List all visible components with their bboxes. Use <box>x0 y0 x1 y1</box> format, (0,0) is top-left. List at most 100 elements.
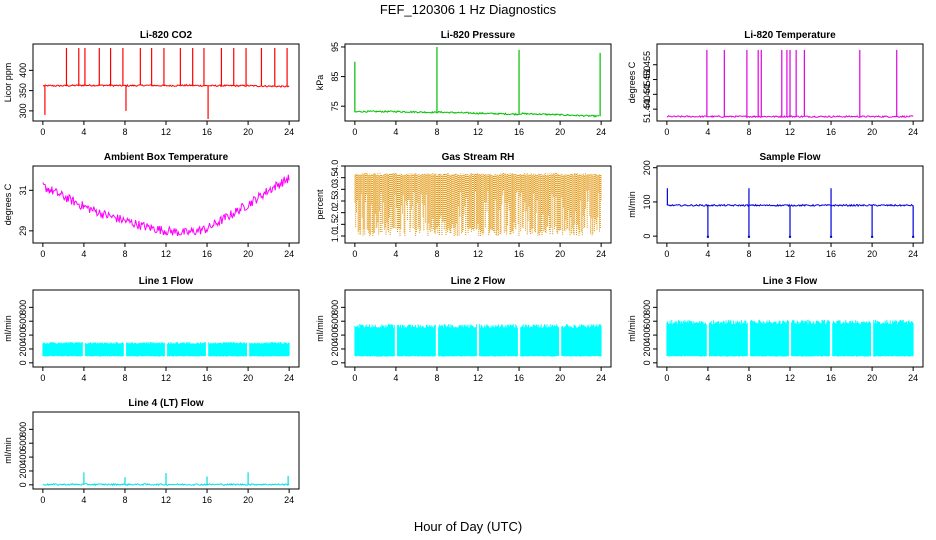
x-tick-label: 4 <box>393 373 398 383</box>
y-tick-label: 200 <box>642 341 652 356</box>
y-tick-label: 600 <box>18 314 28 329</box>
y-tick-label: 100 <box>642 194 652 209</box>
x-tick-label: 8 <box>122 373 127 383</box>
y-tick-label: 3.5 <box>330 171 340 184</box>
x-tick-label: 24 <box>908 127 918 137</box>
x-tick-label: 8 <box>122 249 127 259</box>
x-tick-label: 20 <box>243 127 253 137</box>
dip-point <box>829 235 833 239</box>
y-tick-label: 1.5 <box>330 218 340 231</box>
x-tick-label: 8 <box>434 373 439 383</box>
plot-frame <box>32 43 300 122</box>
y-tick-label: 29 <box>18 226 28 236</box>
y-tick-label: 85 <box>330 72 340 82</box>
x-tick-label: 12 <box>473 249 483 259</box>
y-tick-label: 600 <box>18 436 28 451</box>
x-tick-label: 24 <box>284 127 294 137</box>
x-tick-label: 4 <box>81 373 86 383</box>
series-line <box>354 109 600 118</box>
dip-point <box>747 235 751 239</box>
y-tick-label: 200 <box>18 463 28 478</box>
panel-title: Line 1 Flow <box>139 276 194 287</box>
x-tick-label: 8 <box>122 495 127 505</box>
x-tick-label: 4 <box>705 127 710 137</box>
y-tick-label: 2.5 <box>330 195 340 208</box>
x-tick-label: 20 <box>243 249 253 259</box>
y-tick-label: 200 <box>18 341 28 356</box>
figure-title: FEF_120306 1 Hz Diagnostics <box>380 2 557 17</box>
y-tick-label: 3.0 <box>330 183 340 196</box>
x-tick-label: 24 <box>596 127 606 137</box>
x-tick-label: 12 <box>473 127 483 137</box>
panel-6: Sample Flow 0 4 8 12 16 20 24 0 100 200 ml/min <box>627 152 924 259</box>
y-tick-label: 0 <box>642 360 652 365</box>
x-tick-label: 8 <box>746 127 751 137</box>
panel-title: Li-820 CO2 <box>140 30 193 41</box>
x-tick-label: 20 <box>555 373 565 383</box>
y-axis-label: kPa <box>315 75 325 91</box>
series-line <box>666 114 914 119</box>
x-tick-label: 20 <box>555 127 565 137</box>
y-axis-label: ml/min <box>315 315 325 342</box>
y-tick-label: 95 <box>330 42 340 52</box>
x-tick-label: 0 <box>352 373 357 383</box>
x-tick-label: 16 <box>514 373 524 383</box>
y-tick-label: 400 <box>18 328 28 343</box>
x-tick-label: 12 <box>785 373 795 383</box>
x-tick-label: 0 <box>664 249 669 259</box>
y-tick-label: 300 <box>18 103 28 118</box>
x-tick-label: 0 <box>40 495 45 505</box>
y-tick-label: 51.445 <box>642 81 652 109</box>
x-tick-label: 0 <box>352 249 357 259</box>
figure-xlabel: Hour of Day (UTC) <box>414 519 522 534</box>
x-tick-label: 16 <box>826 127 836 137</box>
x-tick-label: 12 <box>161 495 171 505</box>
x-tick-label: 16 <box>202 127 212 137</box>
x-tick-label: 20 <box>867 249 877 259</box>
y-tick-label: 200 <box>642 160 652 175</box>
x-tick-label: 24 <box>284 249 294 259</box>
x-tick-label: 12 <box>161 249 171 259</box>
y-axis-label: ml/min <box>627 191 637 218</box>
panel-title: Li-820 Temperature <box>744 30 836 41</box>
x-tick-label: 16 <box>826 373 836 383</box>
y-tick-label: 4.0 <box>330 160 340 173</box>
x-tick-label: 4 <box>705 373 710 383</box>
y-tick-label: 400 <box>330 328 340 343</box>
x-tick-label: 20 <box>243 373 253 383</box>
y-tick-label: 200 <box>330 341 340 356</box>
y-axis-label: ml/min <box>3 315 13 342</box>
y-tick-label: 0 <box>642 234 652 239</box>
x-tick-label: 12 <box>473 373 483 383</box>
panel-3: Li-820 Temperature 0 4 8 12 16 20 24 51.44051.44… <box>627 30 924 137</box>
y-tick-label: 0 <box>330 360 340 365</box>
x-tick-label: 4 <box>81 249 86 259</box>
x-tick-label: 16 <box>202 373 212 383</box>
y-tick-label: 600 <box>330 314 340 329</box>
y-axis-label: degrees C <box>627 61 637 103</box>
x-tick-label: 16 <box>514 249 524 259</box>
y-tick-label: 51.450 <box>642 66 652 94</box>
x-tick-label: 0 <box>40 373 45 383</box>
y-tick-label: 75 <box>330 101 340 111</box>
x-tick-label: 12 <box>161 127 171 137</box>
x-tick-label: 8 <box>122 127 127 137</box>
y-tick-label: 2.0 <box>330 206 340 219</box>
series-line <box>354 173 602 236</box>
y-axis-label: degrees C <box>3 183 13 225</box>
x-tick-label: 24 <box>284 373 294 383</box>
x-tick-label: 24 <box>596 249 606 259</box>
x-tick-label: 12 <box>161 373 171 383</box>
panel-2: Li-820 Pressure 0 4 8 12 16 20 24 75 85 95 kPa <box>315 30 612 137</box>
y-axis-label: ml/min <box>627 315 637 342</box>
y-tick-label: 31 <box>18 185 28 195</box>
x-tick-label: 4 <box>393 249 398 259</box>
plot-frame <box>344 43 612 122</box>
x-tick-label: 12 <box>785 127 795 137</box>
x-tick-label: 20 <box>867 127 877 137</box>
y-tick-label: 350 <box>18 83 28 98</box>
x-tick-label: 12 <box>785 249 795 259</box>
x-tick-label: 24 <box>908 249 918 259</box>
